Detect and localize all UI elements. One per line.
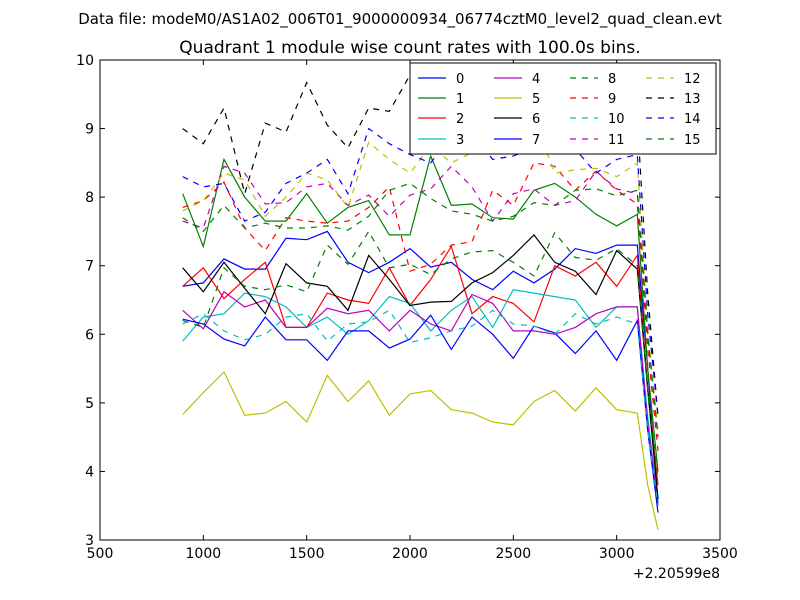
series-line-7 [182, 314, 659, 513]
series-line-3 [182, 289, 659, 503]
legend-label-3: 3 [456, 133, 464, 148]
legend-label-1: 1 [456, 92, 464, 107]
legend-label-2: 2 [456, 112, 464, 127]
legend-label-7: 7 [532, 133, 540, 148]
series-line-5 [182, 370, 659, 530]
series-line-1 [182, 154, 659, 472]
y-tick-label-7: 7 [85, 259, 94, 275]
legend-label-14: 14 [684, 112, 701, 127]
y-tick-label-9: 9 [85, 122, 94, 138]
legend-label-0: 0 [456, 72, 464, 87]
legend-label-9: 9 [608, 92, 616, 107]
legend-label-8: 8 [608, 72, 616, 87]
y-tick-label-3: 3 [85, 533, 94, 549]
series-line-11 [182, 165, 659, 438]
series-line-15 [182, 182, 659, 438]
x-tick-label-1500: 1500 [289, 546, 325, 562]
x-tick-label-3000: 3000 [599, 546, 635, 562]
y-tick-label-6: 6 [85, 327, 94, 343]
y-tick-label-4: 4 [85, 464, 94, 480]
legend-label-4: 4 [532, 72, 540, 87]
x-tick-label-2500: 2500 [496, 546, 532, 562]
y-tick-label-10: 10 [76, 53, 94, 69]
legend-label-11: 11 [608, 133, 625, 148]
series-line-4 [182, 290, 659, 506]
y-tick-label-8: 8 [85, 190, 94, 206]
legend-label-5: 5 [532, 92, 540, 107]
legend-label-10: 10 [608, 112, 625, 127]
legend-frame [409, 62, 717, 155]
series-line-9 [182, 162, 659, 451]
series-line-14 [182, 127, 659, 417]
x-tick-label-500: 500 [87, 546, 114, 562]
x-tick-label-2000: 2000 [392, 546, 428, 562]
series-line-8 [182, 230, 659, 479]
legend-label-13: 13 [684, 92, 701, 107]
x-tick-label-1000: 1000 [186, 546, 222, 562]
series-line-12 [182, 117, 659, 431]
x-tick-label-3500: 3500 [702, 546, 738, 562]
x-offset-label: +2.20599e8 [633, 566, 720, 582]
suptitle: Data file: modeM0/AS1A02_006T01_90000009… [78, 10, 722, 29]
series-line-6 [182, 233, 659, 499]
y-tick-label-5: 5 [85, 396, 94, 412]
legend-label-15: 15 [684, 133, 701, 148]
legend-label-6: 6 [532, 112, 540, 127]
series-line-0 [182, 230, 659, 503]
legend-label-12: 12 [684, 72, 701, 87]
chart-title: Quadrant 1 module wise count rates with … [179, 38, 640, 58]
series-line-10 [182, 309, 659, 506]
series-layer [182, 74, 659, 530]
series-line-2 [182, 245, 659, 486]
